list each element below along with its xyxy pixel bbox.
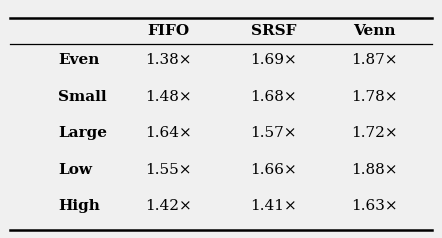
Text: 1.63×: 1.63× bbox=[351, 199, 398, 213]
Text: 1.69×: 1.69× bbox=[250, 53, 297, 67]
Text: Low: Low bbox=[58, 163, 92, 177]
Text: 1.72×: 1.72× bbox=[351, 126, 398, 140]
Text: 1.41×: 1.41× bbox=[250, 199, 297, 213]
Text: 1.38×: 1.38× bbox=[145, 53, 191, 67]
Text: 1.66×: 1.66× bbox=[250, 163, 297, 177]
Text: Large: Large bbox=[58, 126, 107, 140]
Text: Small: Small bbox=[58, 90, 107, 104]
Text: 1.78×: 1.78× bbox=[351, 90, 398, 104]
Text: 1.42×: 1.42× bbox=[145, 199, 192, 213]
Text: Even: Even bbox=[58, 53, 100, 67]
Text: Venn: Venn bbox=[354, 24, 396, 38]
Text: High: High bbox=[58, 199, 100, 213]
Text: 1.55×: 1.55× bbox=[145, 163, 191, 177]
Text: 1.48×: 1.48× bbox=[145, 90, 191, 104]
Text: SRSF: SRSF bbox=[251, 24, 297, 38]
Text: 1.88×: 1.88× bbox=[351, 163, 398, 177]
Text: FIFO: FIFO bbox=[147, 24, 189, 38]
Text: 1.57×: 1.57× bbox=[251, 126, 297, 140]
Text: 1.64×: 1.64× bbox=[145, 126, 192, 140]
Text: 1.87×: 1.87× bbox=[351, 53, 398, 67]
Text: 1.68×: 1.68× bbox=[251, 90, 297, 104]
